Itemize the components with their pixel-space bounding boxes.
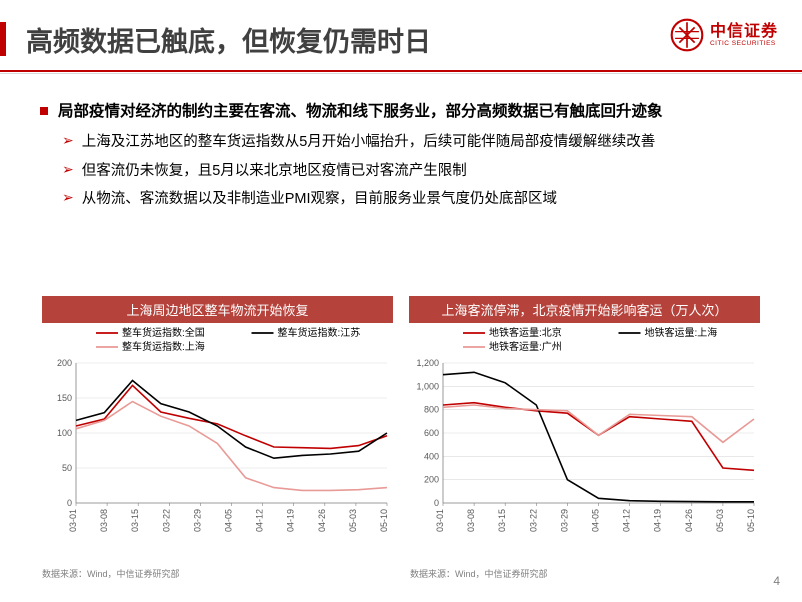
square-bullet-icon: [40, 107, 48, 115]
svg-text:600: 600: [424, 428, 439, 438]
svg-text:1,000: 1,000: [416, 381, 439, 391]
chart-right-title: 上海客流停滞，北京疫情开始影响客运（万人次）: [409, 296, 760, 323]
svg-text:地铁客运量:广州: 地铁客运量:广州: [489, 340, 562, 353]
svg-text:03-08: 03-08: [466, 509, 476, 532]
svg-text:03-01: 03-01: [68, 509, 78, 532]
svg-text:100: 100: [57, 428, 72, 438]
svg-text:03-22: 03-22: [528, 509, 538, 532]
bullet-level2: ➢ 上海及江苏地区的整车货运指数从5月开始小幅抬升，后续可能伴随局部疫情缓解继续…: [62, 131, 760, 153]
bullet-main-text: 局部疫情对经济的制约主要在客流、物流和线下服务业，部分高频数据已有触底回升迹象: [58, 100, 663, 123]
svg-text:03-15: 03-15: [497, 509, 507, 532]
chart-left-svg: 0 50 100 150 200 03-01 03-08 03-15 03-22 03-29 04-…: [42, 323, 393, 545]
logo-text-cn: 中信证券: [710, 23, 778, 41]
arrow-icon: ➢: [62, 132, 74, 153]
svg-text:地铁客运量:北京: 地铁客运量:北京: [489, 326, 562, 339]
svg-text:03-08: 03-08: [99, 509, 109, 532]
svg-text:05-10: 05-10: [379, 509, 389, 532]
arrow-icon: ➢: [62, 161, 74, 182]
chart-left-panel: 上海周边地区整车物流开始恢复 0 50 100 150 200 03-01 03-08 03-…: [42, 296, 393, 545]
svg-text:04-12: 04-12: [622, 509, 632, 532]
svg-text:04-26: 04-26: [317, 509, 327, 532]
bullet-sub3-text: 从物流、客流数据以及非制造业PMI观察，目前服务业景气度仍处底部区域: [82, 188, 557, 210]
header-rule-gray: [0, 73, 802, 74]
footnote-right: 数据来源：Wind，中信证券研究部: [410, 567, 548, 580]
svg-text:0: 0: [434, 498, 439, 508]
svg-text:整车货运指数:全国: 整车货运指数:全国: [122, 326, 205, 339]
svg-text:03-01: 03-01: [435, 509, 445, 532]
logo: 中信证券 CITIC SECURITIES: [670, 18, 778, 52]
svg-text:800: 800: [424, 405, 439, 415]
bullet-level1: 局部疫情对经济的制约主要在客流、物流和线下服务业，部分高频数据已有触底回升迹象: [40, 100, 760, 123]
svg-text:200: 200: [57, 358, 72, 368]
svg-text:05-10: 05-10: [746, 509, 756, 532]
bullet-sub1-text: 上海及江苏地区的整车货运指数从5月开始小幅抬升，后续可能伴随局部疫情缓解继续改善: [82, 131, 656, 153]
chart-right-svg: 0 200 400 600 800 1,000 1,200 03-01 03-08 03-15 03…: [409, 323, 760, 545]
bullet-level2: ➢ 但客流仍未恢复，且5月以来北京地区疫情已对客流产生限制: [62, 160, 760, 182]
chart-right-panel: 上海客流停滞，北京疫情开始影响客运（万人次） 0 200 400 600 800 1,00…: [409, 296, 760, 545]
svg-text:03-22: 03-22: [161, 509, 171, 532]
accent-bar: [0, 22, 6, 56]
svg-text:200: 200: [424, 475, 439, 485]
svg-text:03-29: 03-29: [192, 509, 202, 532]
svg-text:05-03: 05-03: [348, 509, 358, 532]
svg-text:400: 400: [424, 451, 439, 461]
svg-text:04-26: 04-26: [684, 509, 694, 532]
content-area: 局部疫情对经济的制约主要在客流、物流和线下服务业，部分高频数据已有触底回升迹象 …: [40, 100, 760, 217]
header-rule-red: [0, 70, 802, 72]
svg-text:05-03: 05-03: [715, 509, 725, 532]
svg-text:04-05: 04-05: [591, 509, 601, 532]
svg-text:整车货运指数:上海: 整车货运指数:上海: [122, 340, 205, 353]
arrow-icon: ➢: [62, 189, 74, 210]
svg-text:1,200: 1,200: [416, 358, 439, 368]
svg-text:04-19: 04-19: [653, 509, 663, 532]
bullet-level2: ➢ 从物流、客流数据以及非制造业PMI观察，目前服务业景气度仍处底部区域: [62, 188, 760, 210]
footnote-left: 数据来源：Wind，中信证券研究部: [42, 567, 180, 580]
svg-text:04-05: 04-05: [224, 509, 234, 532]
logo-icon: [670, 18, 704, 52]
svg-text:04-12: 04-12: [255, 509, 265, 532]
slide-title: 高频数据已触底，但恢复仍需时日: [26, 20, 431, 59]
svg-text:03-15: 03-15: [130, 509, 140, 532]
page-number: 4: [773, 574, 780, 588]
svg-text:04-19: 04-19: [286, 509, 296, 532]
svg-text:03-29: 03-29: [559, 509, 569, 532]
chart-left-title: 上海周边地区整车物流开始恢复: [42, 296, 393, 323]
svg-text:0: 0: [67, 498, 72, 508]
svg-text:地铁客运量:上海: 地铁客运量:上海: [645, 326, 718, 339]
bullet-sub2-text: 但客流仍未恢复，且5月以来北京地区疫情已对客流产生限制: [82, 160, 467, 182]
svg-text:50: 50: [62, 463, 72, 473]
logo-text-en: CITIC SECURITIES: [710, 40, 778, 47]
svg-text:整车货运指数:江苏: 整车货运指数:江苏: [278, 326, 361, 339]
svg-text:150: 150: [57, 393, 72, 403]
